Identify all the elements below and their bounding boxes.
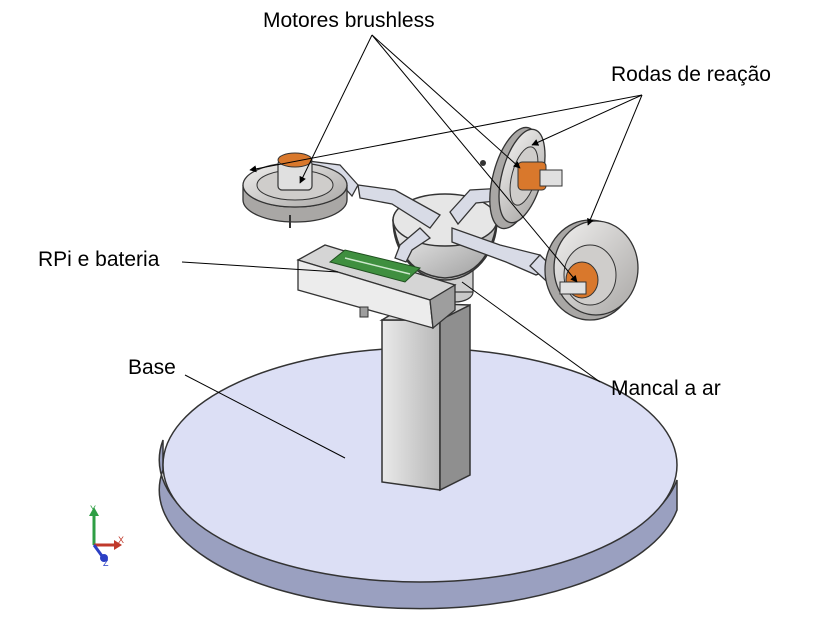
label-rpi-e-bateria: RPi e bateria xyxy=(38,248,160,271)
electronics-box xyxy=(296,244,457,330)
label-motores-brushless: Motores brushless xyxy=(263,9,435,32)
label-mancal-a-ar: Mancal a ar xyxy=(611,377,721,400)
support-column xyxy=(379,302,471,492)
triad-y-label: Y xyxy=(90,504,96,514)
triad-z-label: Z xyxy=(103,558,109,568)
label-base: Base xyxy=(128,356,176,379)
reaction-wheel-bottom-right xyxy=(544,219,639,321)
reaction-wheel-top-right xyxy=(480,126,563,230)
label-rodas-de-reacao: Rodas de reação xyxy=(611,63,771,86)
reaction-wheel-left xyxy=(242,152,348,228)
leader-lines xyxy=(181,34,643,459)
coordinate-triad: Y X Z xyxy=(89,504,124,568)
triad-x-label: X xyxy=(118,535,124,545)
